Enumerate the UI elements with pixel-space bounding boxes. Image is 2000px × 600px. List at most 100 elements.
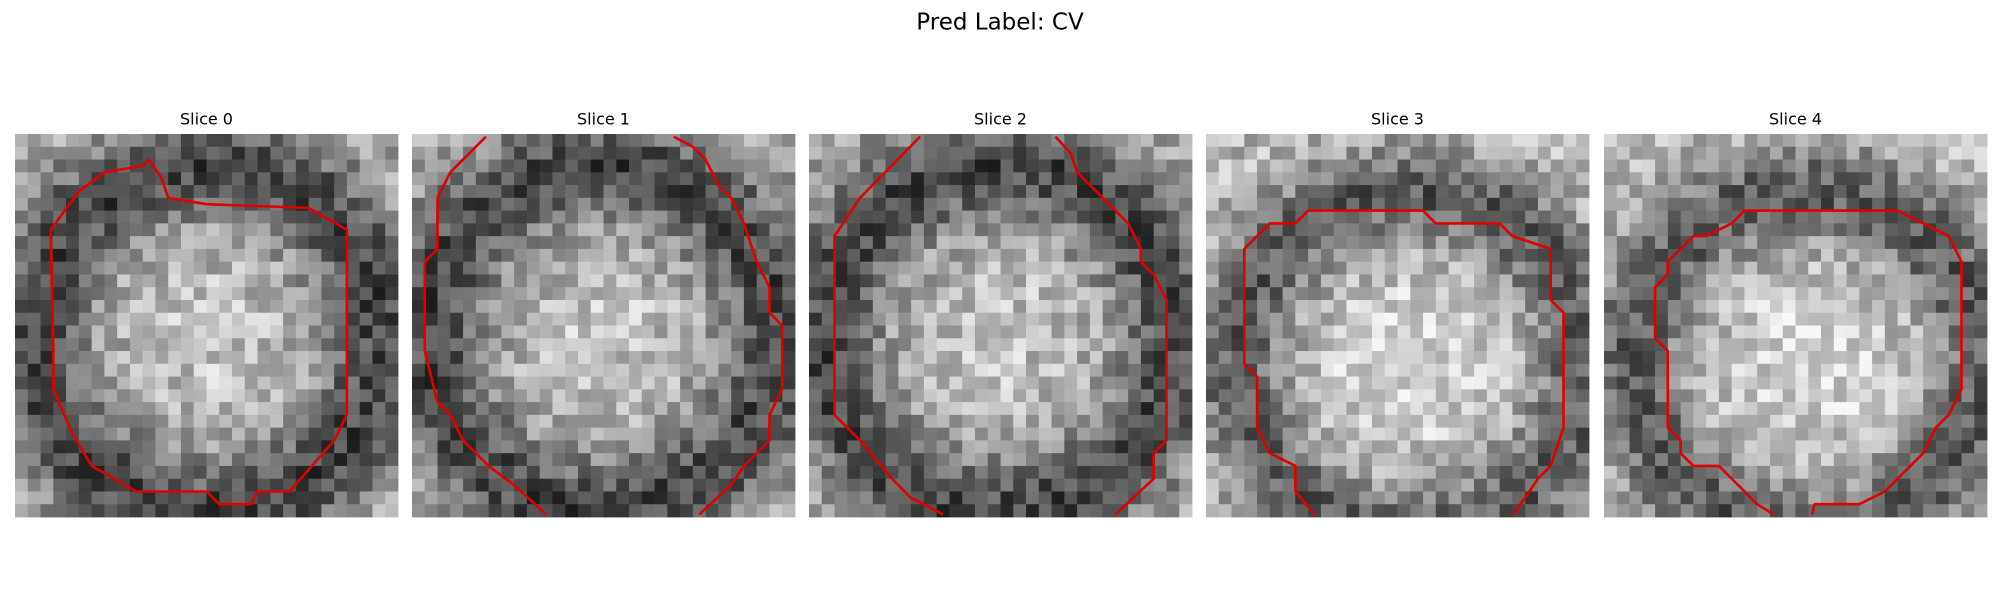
pixel	[78, 223, 92, 237]
pixel	[1051, 236, 1065, 250]
pixel	[1371, 299, 1386, 314]
pixel	[847, 465, 861, 480]
pixel	[1744, 325, 1758, 339]
pixel	[232, 146, 246, 160]
pixel	[1308, 389, 1322, 403]
pixel	[552, 134, 566, 148]
pixel	[1474, 236, 1488, 250]
pixel	[385, 465, 399, 480]
pixel	[1884, 351, 1899, 365]
pixel	[155, 402, 169, 416]
pixel	[78, 376, 92, 390]
pixel	[283, 236, 297, 250]
pixel	[1680, 248, 1694, 263]
pixel	[1782, 465, 1796, 480]
pixel	[321, 248, 335, 263]
pixel	[923, 427, 938, 441]
pixel	[641, 261, 655, 275]
pixel	[834, 465, 848, 480]
pixel	[860, 274, 874, 288]
pixel	[193, 427, 207, 441]
pixel	[898, 504, 912, 518]
pixel	[1218, 465, 1232, 480]
pixel	[78, 134, 92, 148]
pixel	[1218, 427, 1232, 441]
pixel	[1923, 478, 1937, 492]
pixel	[1026, 363, 1040, 377]
pixel	[1128, 465, 1142, 480]
pixel	[769, 504, 783, 518]
pixel	[1448, 363, 1462, 377]
pixel	[641, 248, 655, 263]
pixel	[680, 491, 694, 505]
pixel	[129, 248, 144, 263]
pixel	[78, 504, 92, 518]
pixel	[923, 248, 938, 263]
pixel	[1461, 414, 1475, 429]
pixel	[1295, 325, 1309, 339]
pixel	[321, 172, 335, 186]
pixel	[257, 287, 271, 301]
pixel	[1359, 248, 1373, 263]
pixel	[936, 197, 950, 211]
pixel	[911, 363, 925, 377]
pixel	[705, 363, 719, 377]
pixel	[756, 414, 770, 429]
pixel	[603, 402, 617, 416]
pixel	[1872, 274, 1886, 288]
pixel	[692, 491, 707, 505]
pixel	[514, 172, 528, 186]
pixel	[1563, 351, 1577, 365]
pixel	[860, 223, 874, 237]
pixel	[142, 261, 156, 275]
pixel	[1346, 312, 1360, 326]
pixel	[244, 274, 258, 288]
pixel	[565, 261, 579, 275]
pixel	[1974, 427, 1988, 441]
pixel	[782, 376, 796, 390]
pixel	[1757, 491, 1771, 505]
pixel	[1308, 299, 1322, 314]
pixel	[1923, 389, 1937, 403]
pixel	[1563, 312, 1577, 326]
pixel	[782, 465, 796, 480]
pixel	[1821, 159, 1835, 173]
pixel	[1371, 491, 1386, 505]
pixel	[974, 376, 989, 390]
pixel	[155, 261, 169, 275]
pixel	[949, 248, 963, 263]
pixel	[450, 248, 464, 263]
pixel	[1166, 465, 1180, 480]
pixel	[641, 210, 655, 224]
pixel	[1397, 248, 1411, 263]
pixel	[1974, 376, 1988, 390]
pixel	[1744, 261, 1758, 275]
pixel	[1884, 338, 1899, 352]
pixel	[1282, 427, 1296, 441]
pixel	[1550, 478, 1564, 492]
pixel	[577, 274, 592, 288]
pixel	[1642, 478, 1656, 492]
pixel	[949, 414, 963, 429]
pixel	[1642, 287, 1656, 301]
pixel	[872, 248, 886, 263]
pixel	[885, 197, 899, 211]
pixel	[1974, 338, 1988, 352]
pixel	[936, 402, 950, 416]
pixel	[334, 427, 348, 441]
pixel	[1757, 453, 1771, 467]
pixel	[1038, 376, 1052, 390]
pixel	[1846, 478, 1860, 492]
pixel	[1693, 248, 1707, 263]
pixel	[488, 440, 502, 454]
pixel	[91, 261, 105, 275]
pixel	[743, 159, 758, 173]
pixel	[911, 261, 925, 275]
pixel	[424, 287, 438, 301]
pixel	[1384, 159, 1398, 173]
pixel	[1897, 299, 1911, 314]
pixel	[1320, 185, 1335, 199]
pixel	[1795, 414, 1809, 429]
pixel	[257, 261, 271, 275]
pixel	[1295, 351, 1309, 365]
